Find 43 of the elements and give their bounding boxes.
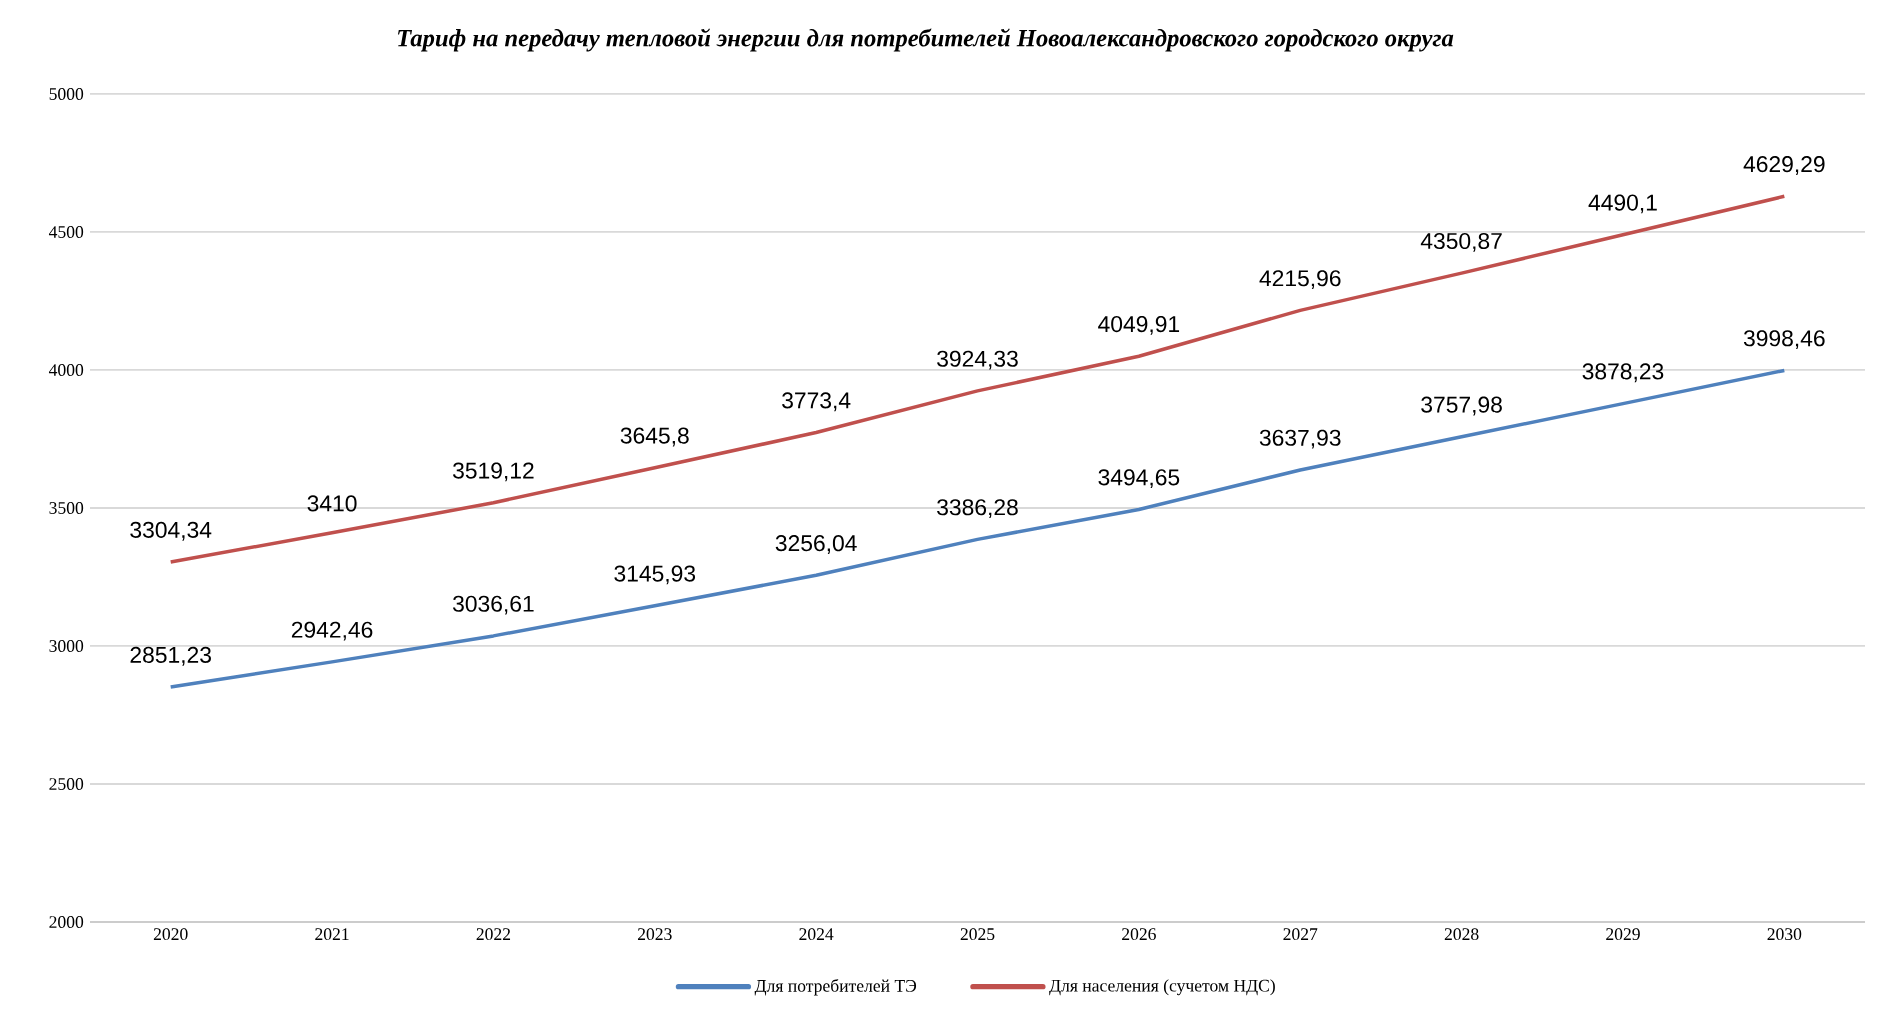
data-label: 3757,98	[1421, 396, 1502, 416]
y-tick-label: 3000	[49, 640, 84, 652]
x-tick-label: 2020	[153, 928, 188, 941]
data-label: 3036,61	[453, 595, 534, 615]
x-tick-label: 2025	[960, 928, 995, 941]
x-tick-label: 2027	[1283, 928, 1318, 941]
data-label: 2851,23	[130, 646, 211, 666]
data-label: 3645,8	[620, 427, 689, 447]
y-tick-label: 2000	[49, 916, 84, 928]
data-label: 3145,93	[614, 565, 696, 585]
data-label: 3998,46	[1743, 330, 1825, 350]
data-label: 4350,87	[1420, 232, 1502, 252]
x-tick-label: 2030	[1767, 928, 1802, 941]
data-label: 3494,65	[1098, 469, 1180, 489]
x-tick-label: 2023	[637, 928, 672, 941]
legend-label: Для населения (сучетом НДС)	[1049, 979, 1275, 996]
data-label: 3773,4	[782, 392, 851, 412]
data-label: 3304,34	[130, 521, 212, 541]
data-label: 2942,46	[291, 621, 373, 641]
y-tick-label: 4500	[48, 226, 84, 238]
x-tick-label: 2028	[1444, 928, 1479, 941]
y-tick-label: 4000	[48, 364, 84, 376]
x-tick-label: 2024	[799, 928, 834, 941]
data-label: 4490,1	[1588, 194, 1657, 214]
data-label: 3256,04	[775, 535, 857, 554]
x-tick-label: 2029	[1606, 928, 1640, 941]
y-tick-label: 3500	[49, 502, 84, 514]
data-label: 3878,23	[1582, 363, 1664, 383]
data-label: 4629,29	[1743, 156, 1825, 175]
y-tick-label: 5000	[49, 88, 84, 100]
data-label: 3410	[307, 495, 357, 512]
data-label: 3924,33	[937, 350, 1018, 370]
data-label: 4049,91	[1098, 315, 1180, 335]
x-tick-label: 2021	[315, 928, 349, 941]
y-tick-label: 2500	[49, 778, 84, 790]
data-label: 3637,93	[1259, 429, 1341, 449]
chart-title: Тариф на передачу тепловой энергии для потребителей Новоалександровского городского округа	[397, 28, 1454, 52]
data-label: 4215,96	[1259, 270, 1341, 290]
data-label: 3519,12	[453, 462, 534, 482]
x-tick-label: 2026	[1122, 928, 1156, 941]
x-tick-label: 2022	[476, 928, 511, 941]
legend-label: Для потребителей ТЭ	[754, 979, 917, 996]
data-label: 3386,28	[937, 499, 1018, 519]
